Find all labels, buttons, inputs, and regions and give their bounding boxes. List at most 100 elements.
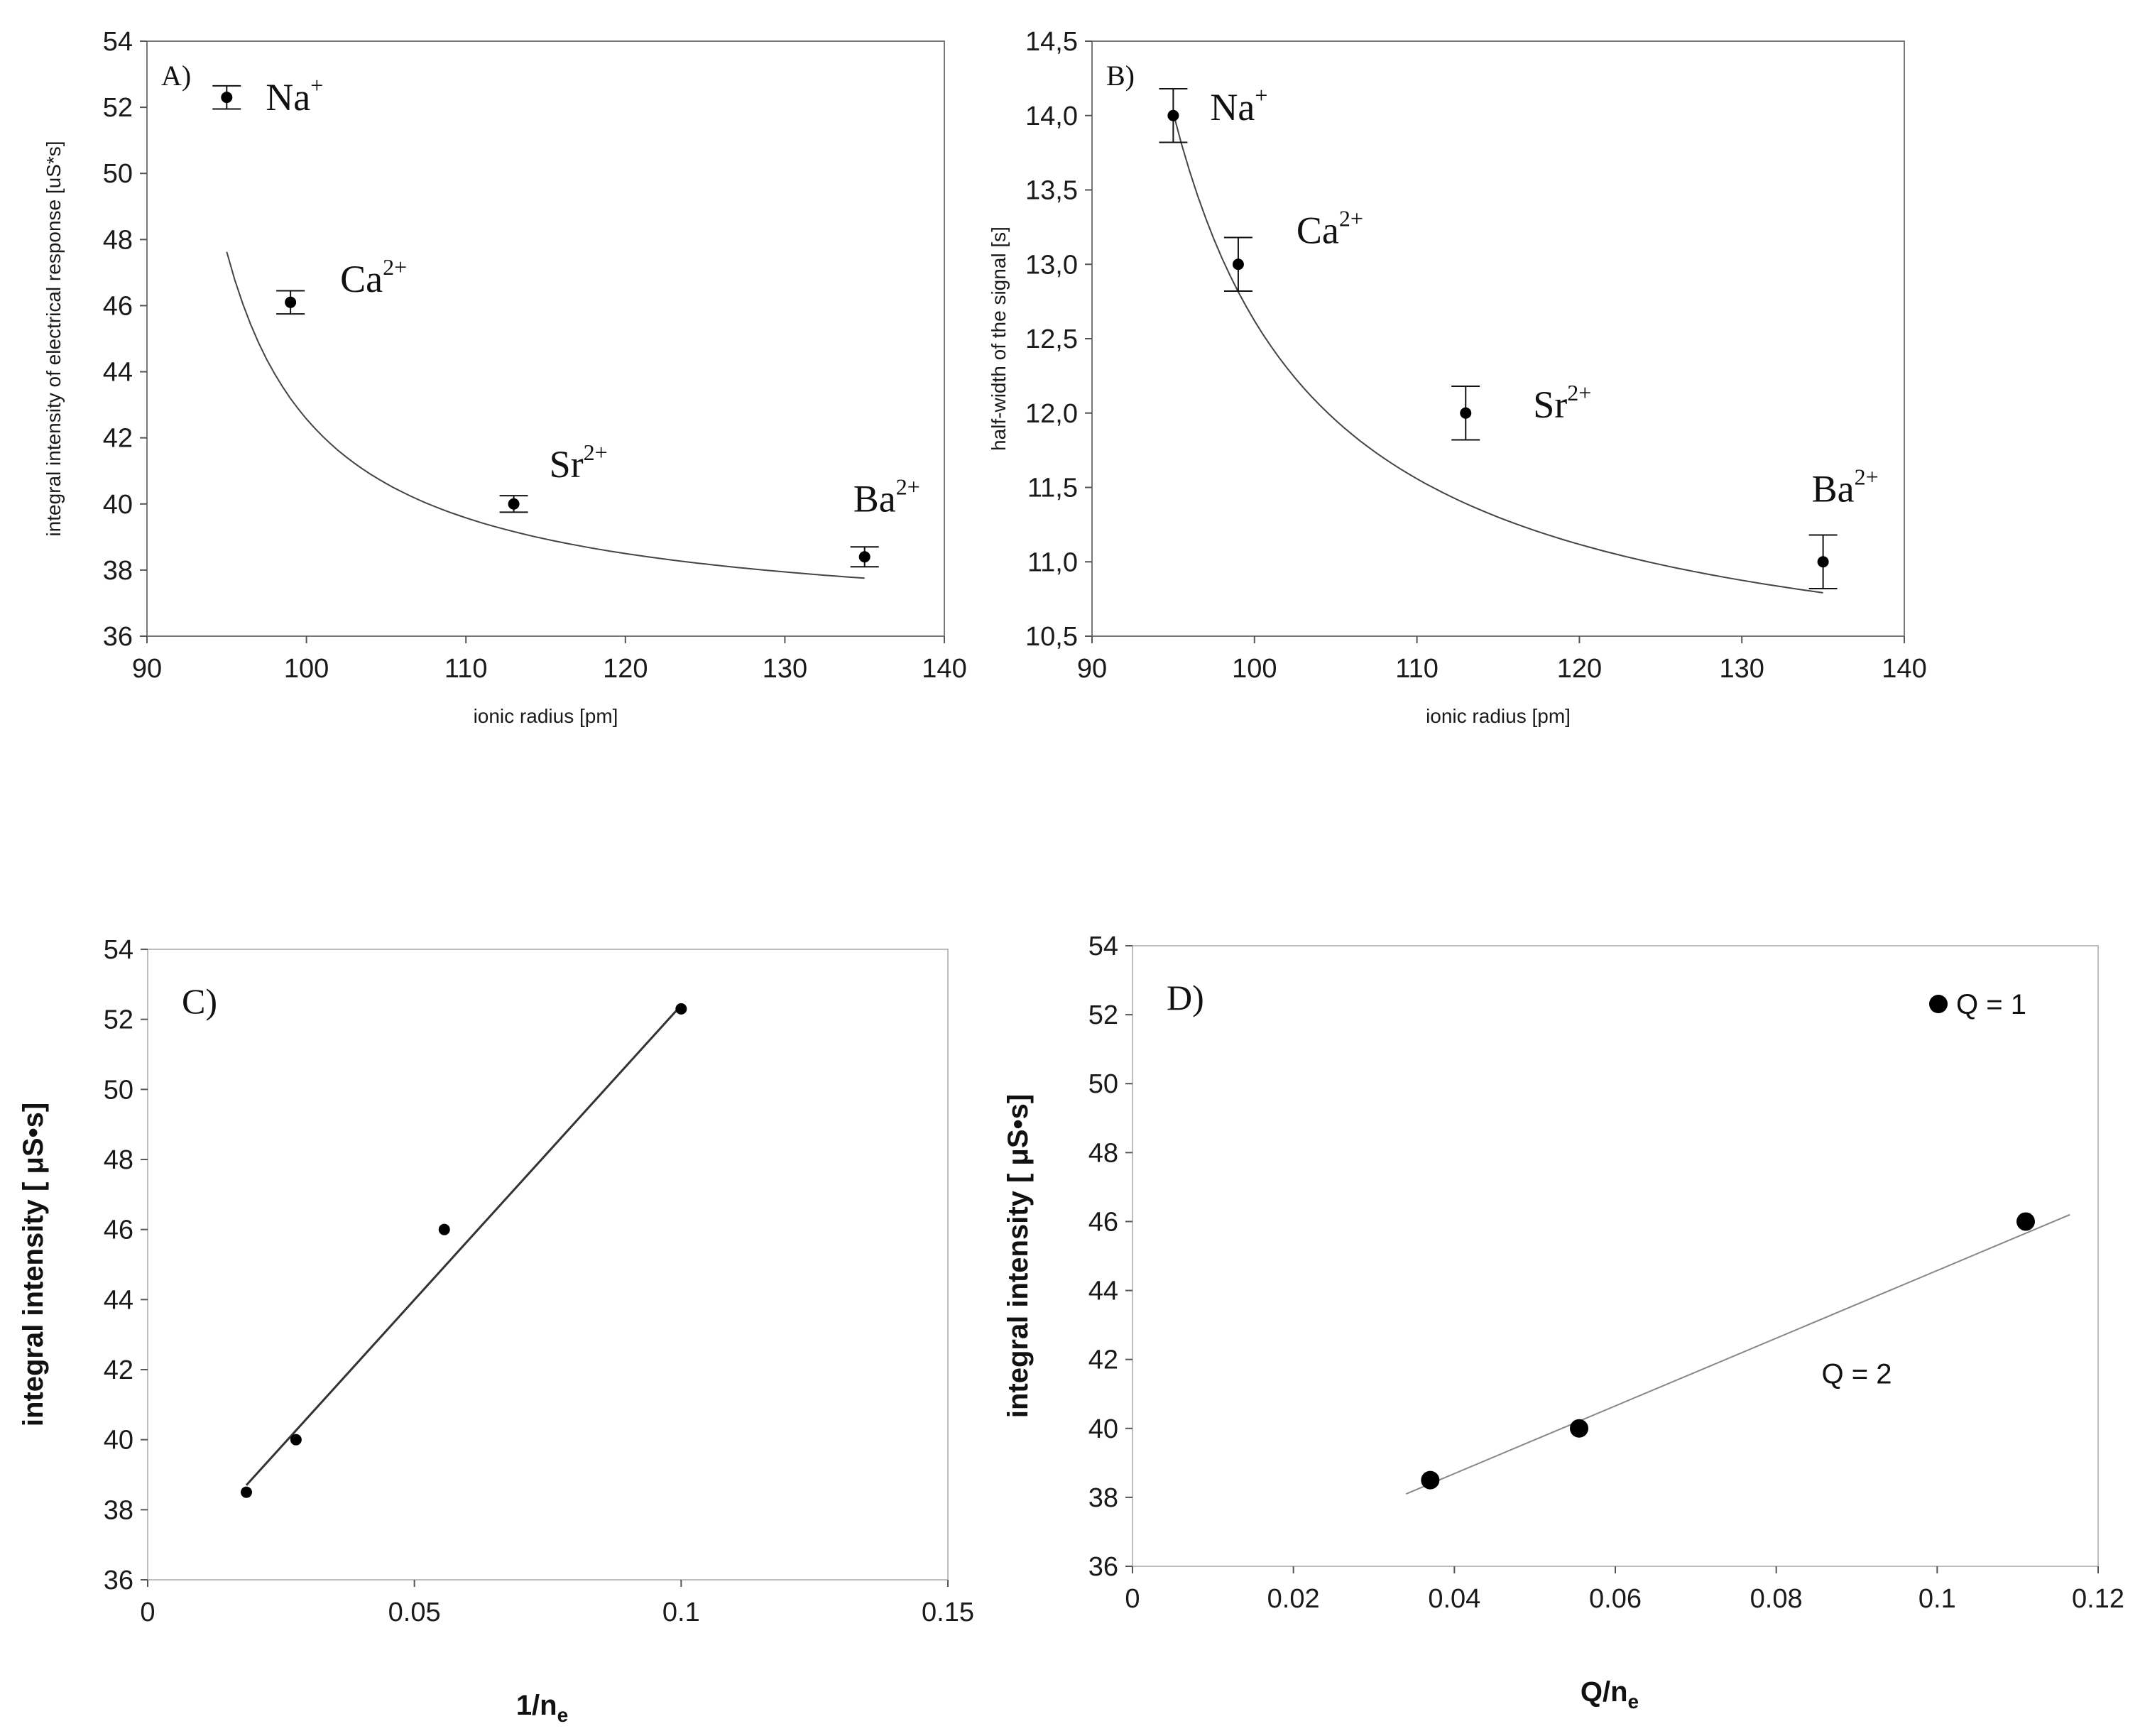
x-tick-label: 0	[1125, 1584, 1140, 1614]
x-axis-label: 1/ne	[516, 1690, 568, 1726]
y-axis-label: integral intensity [ μS•s]	[18, 1103, 49, 1426]
data-point	[1460, 407, 1472, 419]
y-tick-label: 52	[103, 93, 133, 123]
y-tick-label: 38	[104, 1495, 133, 1525]
x-axis-label: ionic radius [pm]	[474, 705, 618, 727]
y-tick-label: 52	[104, 1005, 133, 1035]
data-point	[675, 1003, 687, 1015]
y-tick-label: 12,0	[1025, 399, 1078, 429]
y-axis-label: half-width of the signal [s]	[988, 226, 1010, 451]
y-tick-label: 36	[104, 1566, 133, 1595]
data-point	[2016, 1212, 2035, 1231]
legend-marker	[1929, 995, 1948, 1013]
panel-letter: B)	[1106, 60, 1135, 92]
y-tick-label: 44	[104, 1285, 133, 1315]
x-tick-label: 0.02	[1267, 1584, 1320, 1614]
y-tick-label: 11,5	[1027, 474, 1078, 503]
y-tick-label: 48	[103, 225, 133, 255]
x-tick-label: 100	[1232, 654, 1277, 684]
x-tick-label: 110	[444, 654, 488, 684]
y-tick-label: 50	[104, 1075, 133, 1105]
x-tick-label: 0.06	[1589, 1584, 1642, 1614]
y-tick-label: 13,0	[1025, 250, 1078, 280]
plot-frame	[1091, 40, 1905, 637]
x-tick-label: 0	[140, 1598, 155, 1627]
y-tick-label: 38	[1088, 1483, 1118, 1513]
data-point	[1421, 1470, 1440, 1490]
y-tick-label: 38	[103, 556, 133, 586]
x-tick-label: 110	[1395, 654, 1439, 684]
data-point	[1817, 556, 1829, 568]
y-tick-label: 46	[103, 291, 133, 321]
ion-label: Na+	[266, 72, 323, 119]
data-point	[221, 92, 233, 104]
y-tick-label: 14,0	[1025, 102, 1078, 131]
x-tick-label: 100	[284, 654, 329, 684]
plot-frame	[146, 40, 945, 637]
x-tick-label: 0.04	[1428, 1584, 1480, 1614]
ion-label: Sr2+	[1533, 380, 1591, 426]
y-tick-label: 44	[103, 358, 133, 388]
ion-label: Sr2+	[550, 440, 608, 486]
data-point	[1232, 258, 1244, 271]
panel-letter: D)	[1167, 978, 1204, 1017]
data-point	[1167, 109, 1179, 121]
y-tick-label: 12,5	[1025, 324, 1078, 354]
plot-frame	[147, 949, 949, 1581]
data-point	[1570, 1419, 1588, 1438]
panel-letter: A)	[161, 60, 191, 92]
y-tick-label: 46	[1088, 1207, 1118, 1237]
ion-label: Ba2+	[853, 474, 920, 520]
panel-a: 36 38 40 42 44 46 48 50 52 54 90 100 110 120 130 140 ion…	[43, 27, 967, 727]
y-tick-label: 44	[1088, 1277, 1118, 1306]
x-tick-label: 0.15	[922, 1598, 974, 1627]
x-tick-label: 0.08	[1750, 1584, 1803, 1614]
y-tick-label: 14,5	[1025, 27, 1078, 57]
y-tick-label: 13,5	[1025, 176, 1078, 206]
y-tick-label: 40	[103, 490, 133, 520]
ion-label: Ca2+	[1297, 205, 1363, 251]
y-tick-label: 11,0	[1027, 547, 1078, 577]
x-tick-label: 0.05	[388, 1598, 441, 1627]
panel-letter: C)	[182, 981, 217, 1021]
y-axis-label: integral intensity of electrical respons…	[43, 141, 65, 536]
data-point	[290, 1434, 302, 1446]
y-tick-label: 50	[1088, 1069, 1118, 1099]
ion-label: Ca2+	[340, 254, 407, 300]
x-tick-label: 120	[1557, 654, 1602, 684]
panel-d: 36 38 40 42 44 46 48 50 52 54 0 0.02 0.04 0.06 0.08 0.1…	[1003, 932, 2124, 1713]
y-tick-label: 48	[1088, 1138, 1118, 1168]
y-tick-label: 54	[1088, 932, 1118, 961]
data-point	[240, 1486, 252, 1498]
ion-label: Ba2+	[1812, 464, 1879, 510]
y-tick-label: 42	[1088, 1345, 1118, 1375]
y-tick-label: 48	[104, 1145, 133, 1175]
panel-b: 10,5 11,0 11,5 12,0 12,5 13,0 13,5 14,0 14,5 90 10…	[988, 27, 1927, 727]
fit-curve	[226, 251, 865, 579]
legend-label: Q = 1	[1956, 989, 2026, 1020]
panel-c: 36 38 40 42 44 46 48 50 52 54 0 0.05 0.1 0.15 1/ne inte…	[18, 935, 974, 1726]
y-tick-label: 36	[1088, 1552, 1118, 1582]
x-tick-label: 0.1	[662, 1598, 700, 1627]
x-tick-label: 140	[1882, 654, 1926, 684]
y-axis-label: integral intensity [ μS•s]	[1003, 1094, 1034, 1418]
ion-label: Na+	[1210, 82, 1267, 129]
data-point	[285, 296, 297, 308]
x-tick-label: 90	[1077, 654, 1107, 684]
y-tick-label: 50	[103, 159, 133, 189]
x-axis-label: ionic radius [pm]	[1426, 705, 1571, 727]
x-tick-label: 130	[763, 654, 807, 684]
x-tick-label: 140	[922, 654, 966, 684]
plot-frame	[1132, 945, 2099, 1567]
x-tick-label: 90	[132, 654, 162, 684]
y-tick-label: 46	[104, 1216, 133, 1245]
x-tick-label: 120	[603, 654, 648, 684]
fit-line	[245, 1004, 682, 1486]
y-tick-label: 36	[103, 622, 133, 652]
x-axis-label: Q/ne	[1581, 1676, 1639, 1713]
y-tick-label: 40	[104, 1426, 133, 1456]
x-tick-label: 0.12	[2072, 1584, 2124, 1614]
fit-curve	[1172, 112, 1823, 594]
data-point	[508, 498, 520, 510]
